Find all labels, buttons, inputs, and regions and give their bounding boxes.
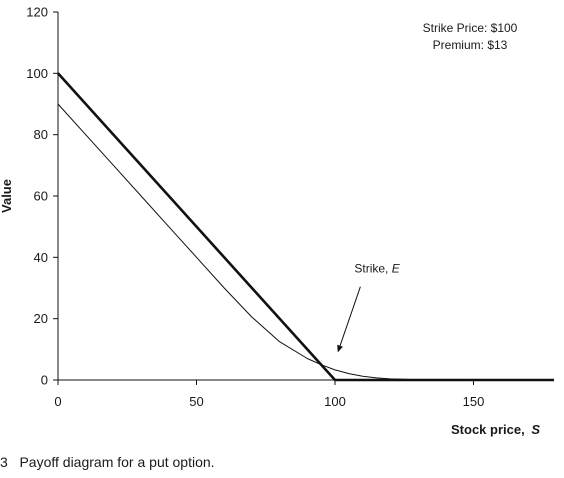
y-tick-label: 80 xyxy=(34,127,48,142)
y-tick-label: 120 xyxy=(26,5,48,20)
y-tick-label: 20 xyxy=(34,311,48,326)
x-tick-label: 0 xyxy=(54,394,61,409)
info-line-premium: Premium: $13 xyxy=(433,38,508,52)
annotation-layer: Strike Price: $100 Premium: $13 Strike, … xyxy=(337,21,518,353)
payoff-line xyxy=(57,72,554,382)
figure-caption: 3 Payoff diagram for a put option. xyxy=(0,454,215,470)
strike-annotation-symbol: E xyxy=(392,262,401,276)
y-axis-title: Value xyxy=(0,179,14,213)
y-tick-label: 60 xyxy=(34,189,48,204)
info-line-strike-price: Strike Price: $100 xyxy=(423,21,518,35)
y-tick-label: 0 xyxy=(41,373,48,388)
y-tick-label: 40 xyxy=(34,250,48,265)
x-axis-title: Stock price, S xyxy=(451,422,540,437)
strike-annotation-arrow-line xyxy=(339,286,361,346)
strike-annotation-label: Strike, E xyxy=(354,262,400,276)
x-tick-label: 100 xyxy=(324,394,346,409)
x-tick-label: 50 xyxy=(189,394,203,409)
strike-annotation-arrowhead xyxy=(337,344,343,353)
y-axis: 0 20 40 60 80 100 120 xyxy=(26,5,59,388)
series-layer xyxy=(57,72,554,382)
x-axis-title-text: Stock price, xyxy=(451,422,525,437)
x-axis: 0 50 100 150 xyxy=(54,379,554,409)
put-payoff-chart: 0 20 40 60 80 100 120 0 50 100 150 Strike Price: … xyxy=(0,5,554,437)
strike-annotation-text: Strike, xyxy=(354,262,388,276)
x-tick-label: 150 xyxy=(463,394,485,409)
y-tick-label: 100 xyxy=(26,66,48,81)
option-value-curve xyxy=(57,103,554,381)
x-axis-title-symbol: S xyxy=(531,422,540,437)
